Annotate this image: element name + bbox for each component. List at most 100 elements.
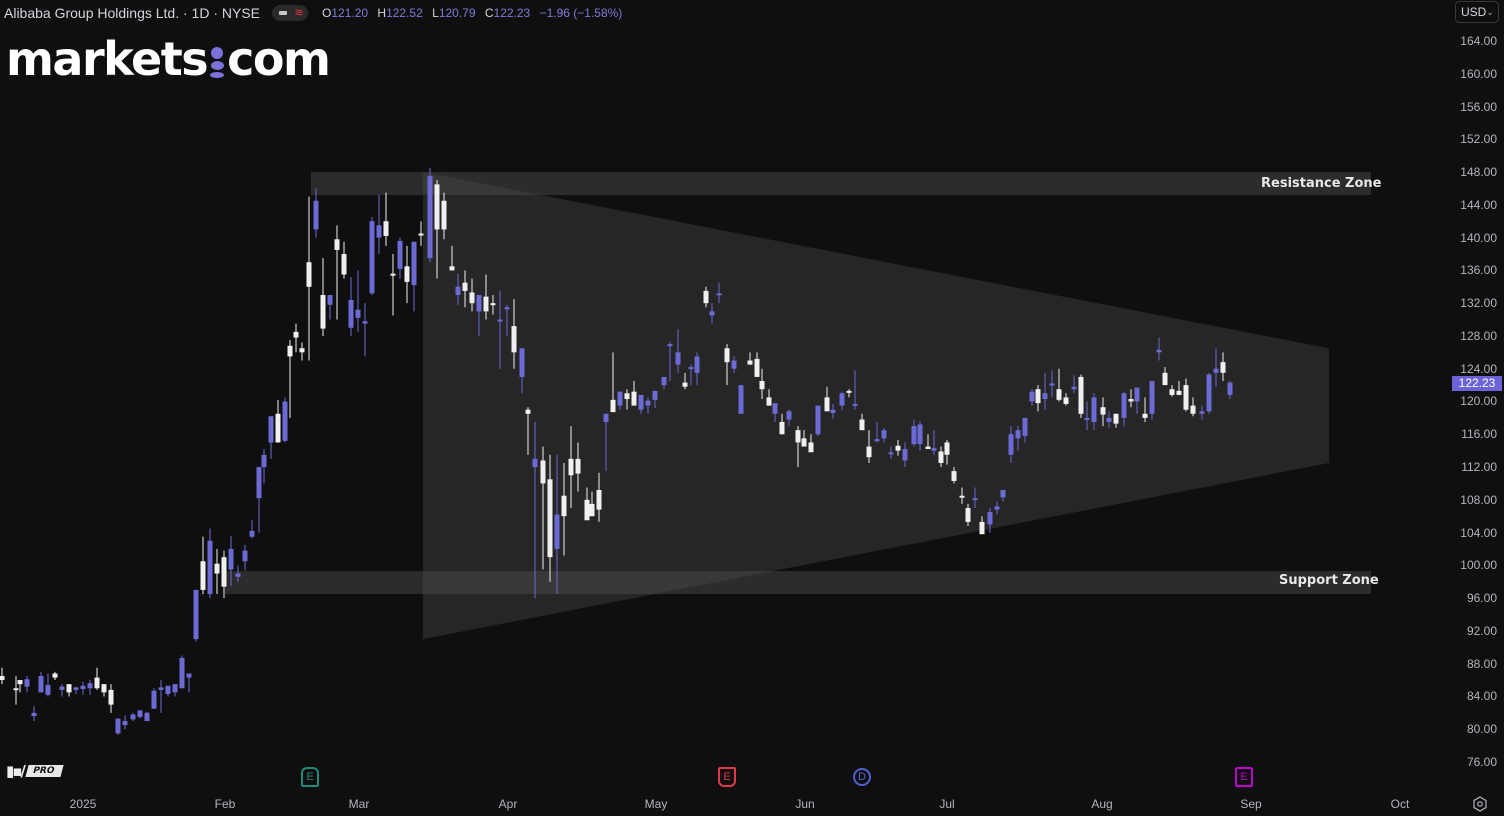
candle — [1162, 367, 1168, 386]
candle — [144, 712, 150, 722]
candle — [66, 684, 72, 697]
candle — [1022, 417, 1028, 443]
candle — [925, 434, 931, 450]
candle — [214, 548, 220, 595]
candle — [881, 427, 887, 443]
candle — [1084, 401, 1090, 431]
candle — [449, 245, 455, 271]
price-tick: 120.00 — [1460, 394, 1497, 409]
candle — [383, 192, 389, 246]
candle — [151, 688, 157, 709]
price-tick: 160.00 — [1460, 66, 1497, 81]
candle — [1042, 372, 1048, 410]
candle — [1071, 375, 1077, 394]
candle — [724, 344, 730, 386]
candle — [603, 413, 609, 472]
candle — [483, 274, 489, 320]
candle — [786, 409, 792, 427]
candle — [476, 294, 482, 336]
candle — [1134, 387, 1140, 414]
candle — [1121, 391, 1127, 427]
earnings-marker-icon[interactable]: E — [301, 767, 319, 787]
change-value: −1.96 (−1.58%) — [539, 6, 623, 20]
price-tick: 88.00 — [1466, 656, 1497, 671]
candle — [911, 419, 917, 447]
candle — [694, 352, 700, 386]
candle — [754, 352, 760, 377]
candle — [1142, 397, 1148, 422]
candle — [772, 403, 778, 422]
wave-icon: ≋ — [294, 7, 304, 19]
price-tick: 112.00 — [1461, 460, 1497, 475]
candle — [137, 710, 143, 719]
markets-com-logo: markets com — [6, 32, 331, 86]
candle — [200, 536, 206, 595]
candle — [1176, 381, 1182, 395]
candle — [418, 221, 424, 246]
earnings-marker-icon[interactable]: E — [718, 767, 736, 787]
candle — [716, 282, 722, 304]
resistance-zone-label: Resistance Zone — [1261, 176, 1382, 191]
candle — [362, 303, 368, 357]
candle — [348, 276, 354, 336]
time-tick: Apr — [498, 797, 518, 811]
candle — [1000, 489, 1006, 502]
candle — [1091, 393, 1097, 431]
candle — [1029, 389, 1035, 406]
price-tick: 164.00 — [1460, 34, 1497, 48]
candle — [824, 386, 830, 412]
candle — [859, 413, 865, 431]
candles-layer — [0, 167, 1233, 735]
candle — [462, 270, 468, 308]
high-label: H — [377, 6, 387, 20]
candle — [1169, 385, 1175, 397]
earnings-marker-icon[interactable]: E — [1235, 767, 1253, 787]
candle — [242, 544, 248, 571]
candle — [1049, 370, 1055, 398]
candle — [249, 520, 255, 539]
price-tick: 140.00 — [1460, 230, 1497, 245]
candle — [554, 454, 560, 595]
logo-text-left: markets — [6, 32, 209, 86]
candle — [275, 399, 281, 443]
symbol-title[interactable]: Alibaba Group Holdings Ltd. · 1D · NYSE — [4, 5, 261, 21]
price-tick: 116.00 — [1461, 427, 1497, 442]
candle — [852, 370, 858, 410]
candle — [1113, 413, 1119, 428]
logo-text-right: com — [227, 32, 331, 86]
candle — [306, 196, 312, 361]
dividend-marker-icon[interactable]: D — [853, 768, 871, 786]
price-tick: 136.00 — [1460, 263, 1497, 278]
candle — [122, 715, 128, 730]
candle — [1190, 397, 1196, 417]
candle — [888, 446, 894, 459]
settings-icon[interactable] — [1472, 796, 1488, 812]
candle — [261, 449, 267, 484]
candle — [221, 550, 227, 599]
time-tick: Jun — [795, 797, 815, 811]
candle — [631, 381, 637, 406]
candle — [747, 352, 753, 365]
candle — [1106, 411, 1112, 428]
candle — [1220, 352, 1226, 382]
price-tick: 128.00 — [1460, 328, 1497, 343]
candle — [497, 290, 503, 369]
currency-select[interactable]: USD ⌄ — [1455, 1, 1499, 23]
price-tick: 108.00 — [1460, 492, 1497, 507]
market-status-toggle[interactable]: ≋ — [272, 5, 309, 21]
candle — [320, 258, 326, 336]
candle — [1063, 393, 1069, 406]
candle — [589, 491, 595, 517]
support-zone-label: Support Zone — [1279, 573, 1379, 588]
candle — [369, 217, 375, 295]
candle — [624, 389, 630, 410]
time-tick: May — [644, 797, 668, 811]
candle — [390, 254, 396, 316]
candle — [1008, 426, 1014, 463]
candle — [355, 270, 361, 332]
candle — [667, 341, 673, 382]
candle — [830, 403, 836, 419]
candle — [801, 430, 807, 447]
candle — [1015, 426, 1021, 451]
